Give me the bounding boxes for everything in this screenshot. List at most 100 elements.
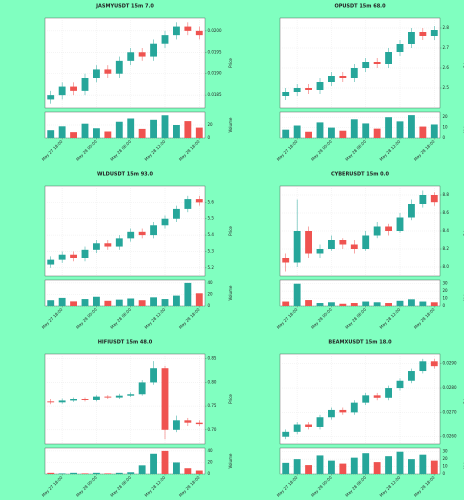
volume-bar <box>339 463 347 474</box>
y-tick-label: 2.8 <box>443 25 450 30</box>
volume-bar <box>150 119 157 138</box>
x-tick-label: May 27 18:00 <box>276 139 299 162</box>
volume-bar <box>161 450 169 474</box>
volume-bar <box>93 128 100 138</box>
volume-bar <box>104 473 112 474</box>
volume-bar <box>115 472 123 474</box>
y-tick-label: 0.0270 <box>443 409 457 414</box>
volume-bar <box>385 117 392 138</box>
volume-bar <box>419 301 427 306</box>
volume-bar <box>316 303 324 306</box>
candle-body <box>293 88 301 92</box>
chart-title: JASMYUSDT 15m 7.0 <box>95 4 154 10</box>
x-tick-label: May 28 18:00 <box>413 475 436 498</box>
volume-tick-label: 30 <box>443 449 449 454</box>
candle-body <box>305 231 312 254</box>
volume-bar <box>150 453 157 474</box>
volume-bar <box>396 300 404 306</box>
volume-bar <box>316 455 324 474</box>
y-tick-label: 8.2 <box>443 246 450 251</box>
x-tick-label: May 28 00:00 <box>310 475 333 498</box>
volume-bar <box>161 299 169 306</box>
volume-bar <box>408 459 415 474</box>
candle-body <box>328 76 335 82</box>
volume-bar <box>350 457 358 474</box>
y-tick-label: 0.0260 <box>443 434 457 439</box>
candle-body <box>293 231 301 263</box>
candle-body <box>104 243 112 247</box>
volume-bar <box>195 293 203 306</box>
volume-bar <box>408 115 415 138</box>
candle-body <box>138 231 146 236</box>
price-panel <box>279 17 441 109</box>
x-tick-label: May 27 18:00 <box>276 307 299 330</box>
volume-bar <box>305 300 312 306</box>
candle-body <box>419 195 427 204</box>
candle-body <box>173 420 180 430</box>
price-panel <box>279 353 441 445</box>
volume-panel <box>279 279 441 307</box>
candle-body <box>328 409 335 418</box>
candle-body <box>396 380 404 389</box>
y-tick-label: 0.70 <box>208 427 217 432</box>
volume-bar <box>104 300 112 306</box>
volume-bar <box>293 459 301 474</box>
candle-body <box>184 26 192 31</box>
volume-tick-label: 20 <box>443 114 449 119</box>
volume-bar <box>93 472 100 474</box>
candle-body <box>316 249 324 254</box>
volume-bar <box>385 456 392 474</box>
y-axis-label: Price <box>228 394 233 404</box>
volume-bar <box>396 451 404 474</box>
volume-tick-label: 0 <box>208 303 211 308</box>
y-tick-label: 8.4 <box>443 228 450 233</box>
volume-bar <box>184 282 192 306</box>
candle-body <box>47 259 55 265</box>
candle-body <box>419 32 427 36</box>
x-tick-label: May 28 00:00 <box>310 307 333 330</box>
candle-body <box>362 62 370 68</box>
volume-bar <box>430 460 438 474</box>
candle-body <box>70 254 77 258</box>
candle-body <box>93 243 100 250</box>
candle-body <box>373 395 381 398</box>
x-tick-label: May 28 18:00 <box>178 307 201 330</box>
volume-bar <box>339 130 347 138</box>
volume-bar <box>373 128 381 138</box>
candle-body <box>115 60 123 74</box>
y-tick-label: 0.0290 <box>443 361 457 366</box>
chart-title: HIFIUSDT 15m 48.0 <box>98 340 153 346</box>
y-tick-label: 8.6 <box>443 210 450 215</box>
candle-body <box>161 35 169 44</box>
volume-bar <box>316 122 324 138</box>
y-tick-label: 0.0200 <box>208 28 222 33</box>
volume-tick-label: 20 <box>208 459 214 464</box>
candle-body <box>396 217 404 231</box>
volume-bar <box>419 126 427 138</box>
volume-tick-label: 0 <box>443 303 446 308</box>
volume-bar <box>138 128 146 138</box>
volume-panel <box>279 111 441 139</box>
candle-body <box>362 395 370 403</box>
volume-bar <box>70 132 77 138</box>
candle-body <box>150 43 157 57</box>
candle-body <box>127 231 135 239</box>
x-tick-label: May 28 06:00 <box>344 139 367 162</box>
candle-body <box>396 44 404 52</box>
candle-body <box>184 420 192 423</box>
volume-tick-label: 0 <box>443 471 446 476</box>
candle-body <box>58 86 66 96</box>
volume-bar <box>350 119 358 138</box>
y-axis-label: Price <box>228 226 233 236</box>
candle-body <box>385 226 392 231</box>
volume-panel <box>44 279 206 307</box>
volume-bar <box>350 303 358 306</box>
candle-body <box>93 69 100 78</box>
candle-body <box>81 399 89 400</box>
candle-body <box>430 30 438 36</box>
volume-bar <box>362 453 370 474</box>
candle-body <box>70 399 77 401</box>
candle-body <box>104 69 112 74</box>
x-tick-label: May 28 12:00 <box>378 139 401 162</box>
volume-bar <box>195 470 203 474</box>
